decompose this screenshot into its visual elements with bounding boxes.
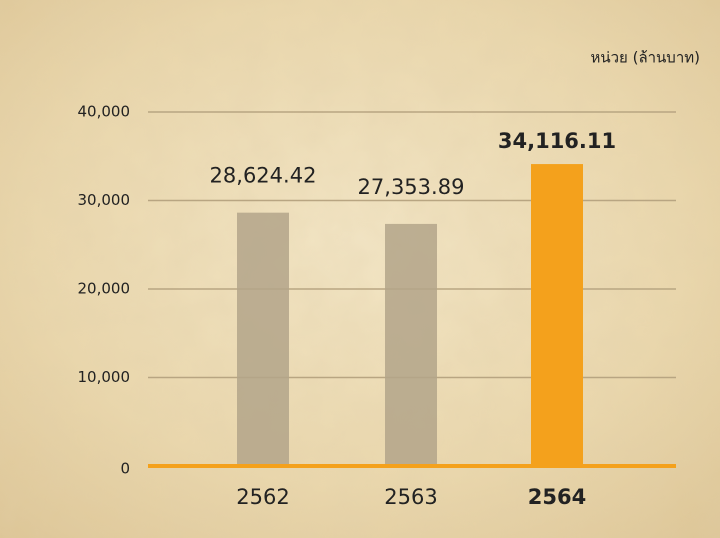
x-tick-label: 2562 [236,485,289,509]
y-tick-label: 40,000 [78,103,131,121]
y-tick-label: 10,000 [78,368,131,386]
y-tick-label: 30,000 [78,191,131,209]
unit-label: หน่วย (ล้านบาท) [590,49,700,67]
bar [237,212,289,466]
bar [385,223,437,466]
value-label: 27,353.89 [358,175,465,199]
x-tick-label: 2564 [528,485,586,509]
value-label: 34,116.11 [498,129,616,153]
y-tick-label: 0 [120,460,130,478]
bar [531,164,583,466]
y-tick-label: 20,000 [78,280,131,298]
x-tick-label: 2563 [384,485,437,509]
value-label: 28,624.42 [210,164,317,188]
